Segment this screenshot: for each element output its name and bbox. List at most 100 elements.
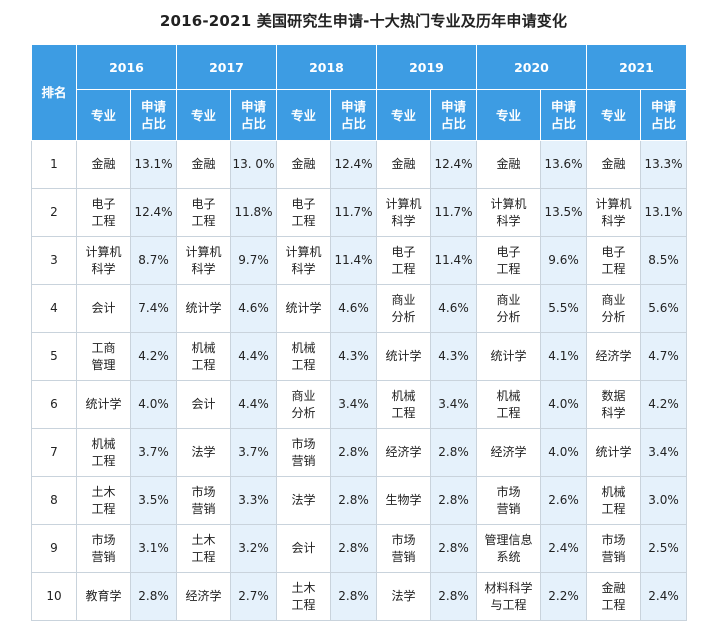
major-cell: 机械 工程 (376, 380, 431, 429)
share-cell: 13.5% (540, 188, 587, 237)
major-cell: 电子 工程 (176, 188, 231, 237)
share-cell: 2.2% (540, 572, 587, 621)
major-cell: 机械 工程 (476, 380, 541, 429)
share-cell: 11.4% (330, 236, 377, 285)
share-cell: 13. 0% (230, 140, 277, 189)
table-row: 1 金融 13.1% 金融 13. 0% 金融 12.4% 金融 12.4% 金融 13.6% 金融 1… (31, 140, 687, 189)
rank-cell: 6 (31, 380, 77, 429)
share-cell: 8.7% (130, 236, 177, 285)
major-cell: 金融 (276, 140, 331, 189)
share-header: 申请 占比 (640, 89, 687, 141)
rank-cell: 9 (31, 524, 77, 573)
major-cell: 商业 分析 (476, 284, 541, 333)
major-cell: 金融 (76, 140, 131, 189)
share-cell: 13.1% (130, 140, 177, 189)
page-title: 2016-2021 美国研究生申请-十大热门专业及历年申请变化 (159, 12, 568, 30)
share-cell: 4.2% (640, 380, 687, 429)
year-header: 2019 (376, 44, 477, 90)
share-cell: 9.7% (230, 236, 277, 285)
share-cell: 2.4% (640, 572, 687, 621)
major-cell: 计算机 科学 (276, 236, 331, 285)
rank-cell: 2 (31, 188, 77, 237)
share-cell: 12.4% (130, 188, 177, 237)
share-cell: 4.7% (640, 332, 687, 381)
major-cell: 土木 工程 (176, 524, 231, 573)
table-row: 3 计算机 科学 8.7% 计算机 科学 9.7% 计算机 科学 11.4% 电子 工程 11.4% 电子… (31, 236, 687, 285)
major-cell: 计算机 科学 (476, 188, 541, 237)
major-cell: 土木 工程 (76, 476, 131, 525)
major-cell: 计算机 科学 (176, 236, 231, 285)
share-cell: 5.5% (540, 284, 587, 333)
major-cell: 市场 营销 (176, 476, 231, 525)
rank-cell: 1 (31, 140, 77, 189)
table-row: 6 统计学 4.0% 会计 4.4% 商业 分析 3.4% 机械 工程 3.4% 机械 工程 4.0% 数据… (31, 380, 687, 429)
share-cell: 13.6% (540, 140, 587, 189)
share-cell: 4.4% (230, 332, 277, 381)
share-cell: 11.7% (330, 188, 377, 237)
share-cell: 2.5% (640, 524, 687, 573)
share-cell: 11.7% (430, 188, 477, 237)
major-cell: 商业 分析 (586, 284, 641, 333)
major-cell: 金融 工程 (586, 572, 641, 621)
year-header: 2016 (76, 44, 177, 90)
major-cell: 生物学 (376, 476, 431, 525)
share-cell: 3.1% (130, 524, 177, 573)
share-cell: 2.8% (430, 476, 477, 525)
major-cell: 市场 营销 (76, 524, 131, 573)
share-cell: 2.8% (430, 572, 477, 621)
major-cell: 机械 工程 (276, 332, 331, 381)
major-cell: 电子 工程 (276, 188, 331, 237)
share-cell: 2.6% (540, 476, 587, 525)
share-header: 申请 占比 (230, 89, 277, 141)
rank-cell: 7 (31, 428, 77, 477)
rank-cell: 4 (31, 284, 77, 333)
share-cell: 4.0% (130, 380, 177, 429)
share-cell: 12.4% (430, 140, 477, 189)
share-cell: 2.8% (130, 572, 177, 621)
major-cell: 管理信息 系统 (476, 524, 541, 573)
major-cell: 材料科学 与工程 (476, 572, 541, 621)
share-cell: 13.3% (640, 140, 687, 189)
share-cell: 3.4% (640, 428, 687, 477)
major-header: 专业 (586, 89, 641, 141)
major-cell: 机械 工程 (176, 332, 231, 381)
watermark-right (697, 0, 727, 637)
major-cell: 统计学 (586, 428, 641, 477)
major-cell: 计算机 科学 (76, 236, 131, 285)
major-cell: 法学 (376, 572, 431, 621)
year-header: 2017 (176, 44, 277, 90)
major-header: 专业 (276, 89, 331, 141)
major-cell: 机械 工程 (76, 428, 131, 477)
major-cell: 教育学 (76, 572, 131, 621)
rank-header: 排名 (31, 44, 77, 141)
major-cell: 会计 (276, 524, 331, 573)
share-cell: 8.5% (640, 236, 687, 285)
rank-cell: 3 (31, 236, 77, 285)
share-cell: 3.7% (130, 428, 177, 477)
major-header: 专业 (76, 89, 131, 141)
share-cell: 4.3% (430, 332, 477, 381)
share-cell: 2.7% (230, 572, 277, 621)
share-cell: 3.4% (330, 380, 377, 429)
major-cell: 会计 (176, 380, 231, 429)
share-header: 申请 占比 (540, 89, 587, 141)
column-header-row: 专业 申请 占比 专业 申请 占比 专业 申请 占比 专业 申请 占比 专业 申请 占比 专业 申请 占比 (32, 89, 687, 141)
share-cell: 4.6% (330, 284, 377, 333)
share-cell: 3.0% (640, 476, 687, 525)
share-cell: 4.1% (540, 332, 587, 381)
major-cell: 商业 分析 (376, 284, 431, 333)
table-row: 8 土木 工程 3.5% 市场 营销 3.3% 法学 2.8% 生物学 2.8% 市场 营销 2.6% 机械… (31, 476, 687, 525)
share-cell: 2.8% (330, 524, 377, 573)
share-cell: 4.0% (540, 428, 587, 477)
major-cell: 统计学 (276, 284, 331, 333)
major-cell: 工商 管理 (76, 332, 131, 381)
major-cell: 法学 (176, 428, 231, 477)
major-cell: 统计学 (376, 332, 431, 381)
share-cell: 11.8% (230, 188, 277, 237)
major-cell: 会计 (76, 284, 131, 333)
major-cell: 市场 营销 (586, 524, 641, 573)
share-cell: 7.4% (130, 284, 177, 333)
major-cell: 经济学 (376, 428, 431, 477)
table-body: 1 金融 13.1% 金融 13. 0% 金融 12.4% 金融 12.4% 金融 13.6% 金融 1… (31, 140, 687, 621)
share-cell: 12.4% (330, 140, 377, 189)
